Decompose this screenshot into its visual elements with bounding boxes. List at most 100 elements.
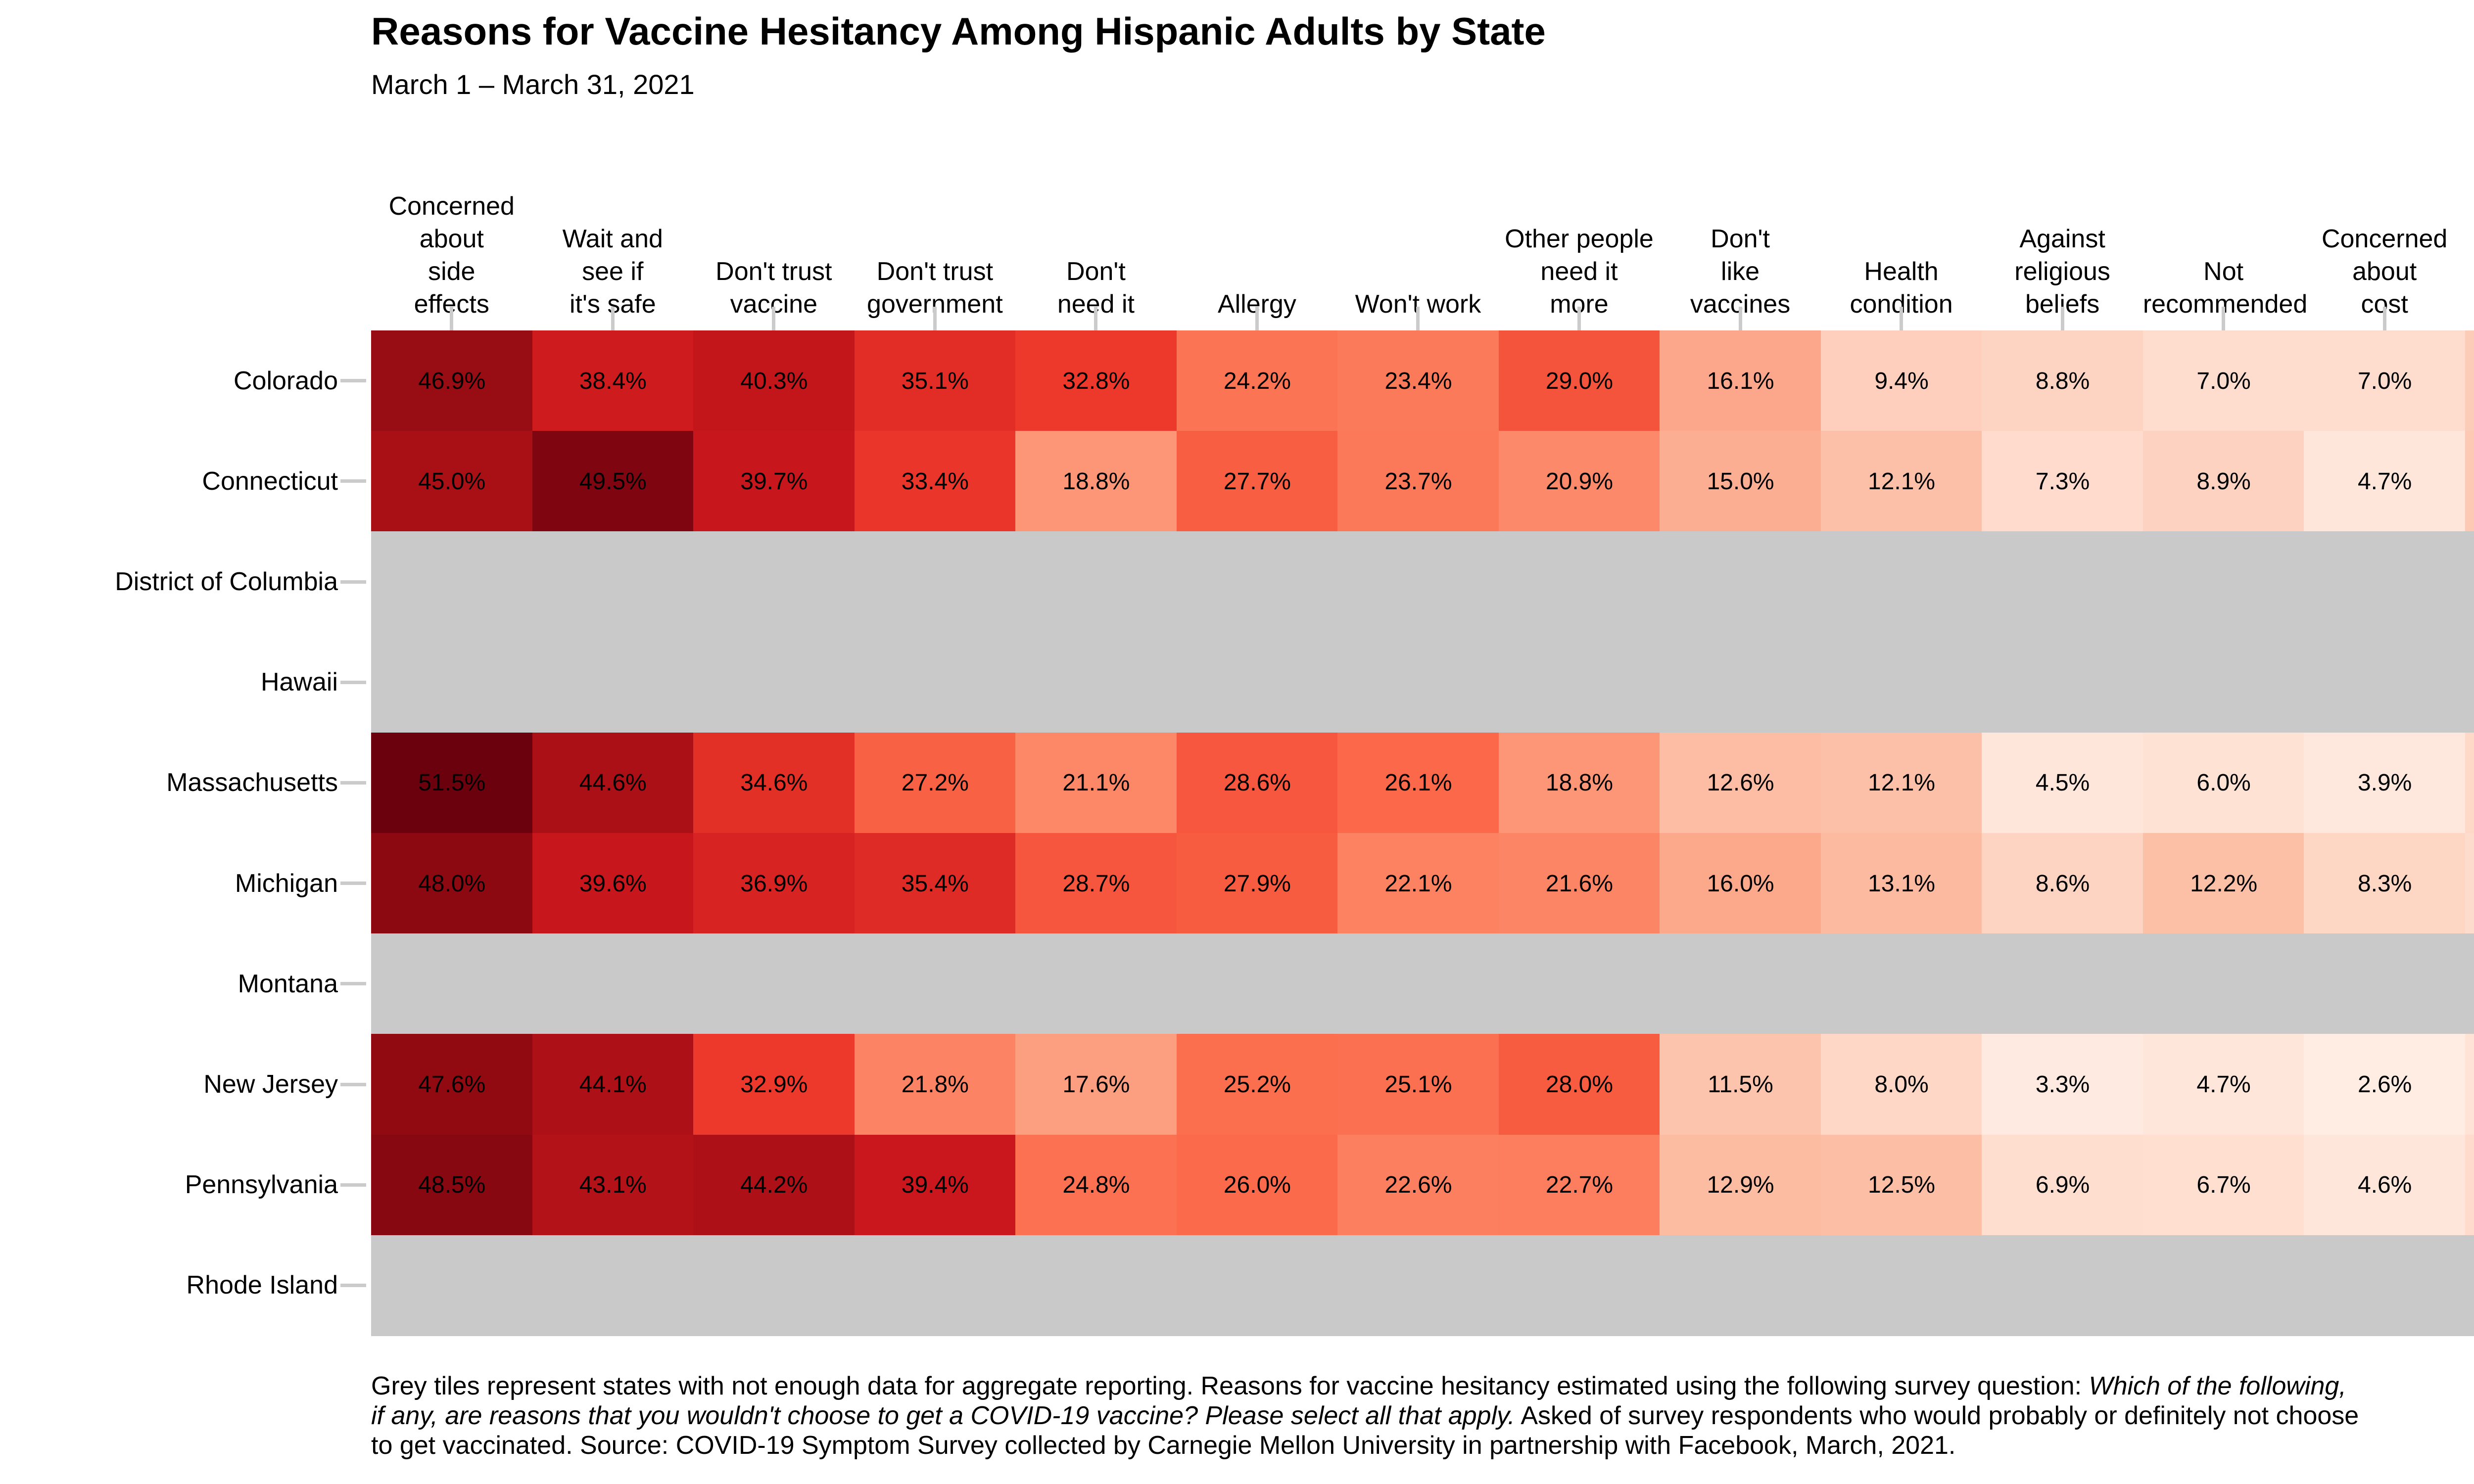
heatmap-cell: 6.9% [1982, 1134, 2143, 1236]
column-header: Concerned about side effects [371, 190, 532, 321]
caption-line: to get vaccinated. Source: COVID-19 Symp… [371, 1431, 2359, 1460]
heatmap-cell: 7.0% [2142, 330, 2305, 432]
heatmap-cell: 4.6% [2304, 1134, 2466, 1236]
heatmap-cell: 23.7% [1337, 431, 1499, 532]
column-header-line: Pregnancy [2465, 288, 2474, 321]
heatmap-cell-no-data [1337, 933, 1499, 1035]
heatmap-cell-no-data [371, 1235, 533, 1336]
cell-value: 15.0% [1707, 468, 1774, 495]
cell-value: 33.4% [901, 468, 969, 495]
caption-text-italic: if any, are reasons that you wouldn't ch… [371, 1401, 1515, 1430]
column-header-line: Don't [1711, 225, 1770, 253]
cell-value: 8.3% [2357, 870, 2412, 897]
row-tick [340, 479, 366, 483]
heatmap-cell-no-data [1660, 933, 1821, 1035]
cell-value: 11.5% [1708, 1071, 1773, 1098]
column-header-line: side [428, 257, 476, 286]
row-label: Connecticut [202, 466, 338, 496]
cell-value: 44.2% [740, 1172, 808, 1199]
heatmap-cell: 7.8% [2465, 732, 2474, 834]
heatmap-cell: 24.8% [1015, 1134, 1177, 1236]
cell-value: 32.8% [1062, 368, 1130, 394]
heatmap-cell: 21.1% [1015, 732, 1177, 834]
heatmap-cell: 28.7% [1015, 833, 1177, 934]
heatmap-cell: 44.2% [693, 1134, 855, 1236]
heatmap-cell-no-data [1015, 531, 1177, 633]
column-header-line: Against [2019, 225, 2105, 253]
cell-value: 4.6% [2357, 1172, 2412, 1199]
heatmap-cell: 34.6% [693, 732, 855, 834]
cell-value: 20.9% [1545, 468, 1614, 495]
heatmap-cell: 21.6% [1498, 833, 1661, 934]
row-tick [340, 1183, 366, 1187]
heatmap-cell: 49.5% [532, 431, 694, 532]
heatmap-cell-no-data [2304, 632, 2466, 733]
cell-value: 46.9% [418, 368, 486, 394]
row-label: Colorado [233, 366, 338, 395]
chart-title: Reasons for Vaccine Hesitancy Among Hisp… [371, 9, 1546, 53]
heatmap-cell-no-data [1660, 1235, 1821, 1336]
cell-value: 4.7% [2357, 468, 2412, 495]
heatmap-cell: 36.9% [693, 833, 855, 934]
heatmap-cell-no-data [532, 531, 694, 633]
cell-value: 27.9% [1223, 870, 1291, 897]
heatmap-cell: 43.1% [532, 1134, 694, 1236]
heatmap-cell-no-data [2304, 933, 2466, 1035]
cell-value: 8.6% [2035, 870, 2090, 897]
cell-value: 22.1% [1384, 870, 1452, 897]
heatmap-cell: 35.1% [854, 330, 1016, 432]
column-tick [1094, 307, 1098, 330]
column-header: Don't like vaccines [1660, 223, 1821, 321]
heatmap-cell: 8.6% [1982, 833, 2143, 934]
heatmap-cell: 6.0% [2142, 732, 2305, 834]
cell-value: 51.5% [418, 770, 486, 796]
heatmap-cell: 44.1% [532, 1034, 694, 1135]
column-tick [1900, 307, 1903, 330]
heatmap-cell-no-data [854, 1235, 1016, 1336]
heatmap-cell: 12.1% [1820, 431, 1983, 532]
cell-value: 3.9% [2357, 770, 2412, 796]
cell-value: 26.0% [1223, 1172, 1291, 1199]
cell-value: 18.8% [1062, 468, 1130, 495]
cell-value: 7.0% [2196, 368, 2251, 394]
cell-value: 17.6% [1062, 1071, 1130, 1098]
heatmap-cell-no-data [1982, 1235, 2143, 1336]
heatmap-cell: 8.3% [2304, 833, 2466, 934]
row-label: Pennsylvania [185, 1170, 338, 1200]
heatmap-cell: 25.1% [1337, 1034, 1499, 1135]
row-tick [340, 881, 366, 885]
row-label: New Jersey [203, 1069, 338, 1099]
row-tick [340, 1283, 366, 1287]
heatmap-cell: 27.9% [1176, 833, 1338, 934]
heatmap-cell-no-data [1176, 531, 1338, 633]
heatmap-cell: 12.5% [1820, 1134, 1983, 1236]
heatmap-cell: 35.4% [854, 833, 1016, 934]
heatmap-cell: 39.6% [532, 833, 694, 934]
heatmap-cell-no-data [2465, 1235, 2474, 1336]
heatmap-cell: 7.3% [2465, 1134, 2474, 1236]
heatmap-cell: 5.7% [2465, 1034, 2474, 1135]
heatmap-cell-no-data [1820, 933, 1983, 1035]
cell-value: 43.1% [579, 1172, 647, 1199]
column-header-line: Don't trust [715, 257, 832, 286]
heatmap-cell-no-data [1660, 531, 1821, 633]
heatmap-cell-no-data [2142, 531, 2305, 633]
heatmap-cell-no-data [371, 632, 533, 733]
cell-value: 7.3% [2035, 468, 2090, 495]
column-tick [1738, 307, 1742, 330]
heatmap-cell-no-data [693, 1235, 855, 1336]
heatmap-cell-no-data [2465, 531, 2474, 633]
row-label: District of Columbia [115, 567, 338, 596]
heatmap-cell: 4.7% [2304, 431, 2466, 532]
cell-value: 39.7% [740, 468, 808, 495]
column-tick [772, 307, 776, 330]
heatmap-cell-no-data [1015, 632, 1177, 733]
heatmap-cell-no-data [1176, 933, 1338, 1035]
cell-value: 44.1% [579, 1071, 647, 1098]
heatmap-cell-no-data [2465, 933, 2474, 1035]
heatmap-cell-no-data [1982, 632, 2143, 733]
cell-value: 6.7% [2196, 1172, 2251, 1199]
cell-value: 32.9% [740, 1071, 808, 1098]
column-header-line: Concerned [2321, 225, 2448, 253]
heatmap-cell: 2.6% [2304, 1034, 2466, 1135]
